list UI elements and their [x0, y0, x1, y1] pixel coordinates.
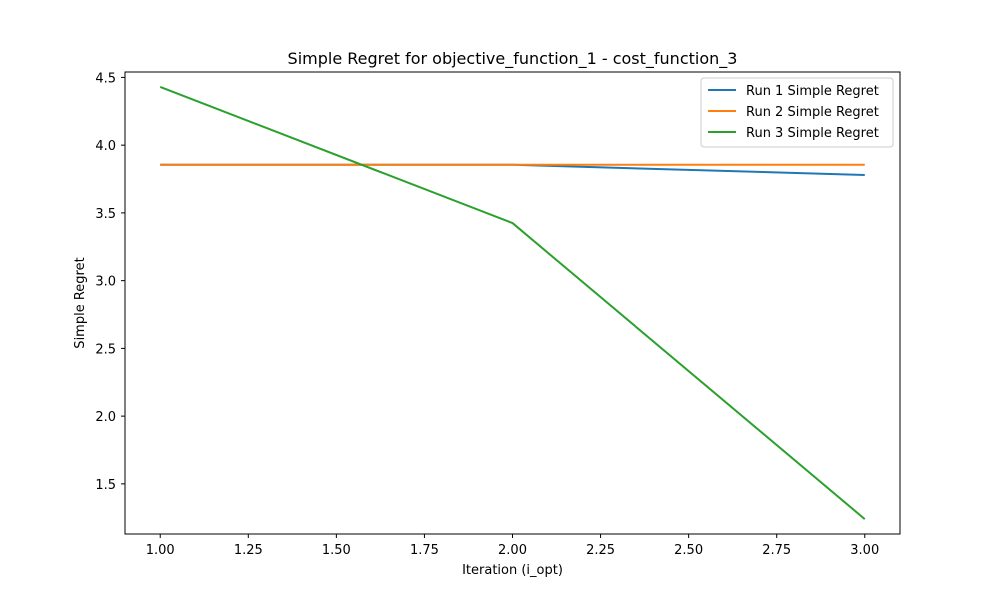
y-tick-label: 4.0	[95, 139, 116, 154]
y-tick-label: 3.5	[95, 207, 116, 222]
legend-label-run-1: Run 1 Simple Regret	[746, 84, 879, 99]
chart-title: Simple Regret for objective_function_1 -…	[288, 49, 738, 69]
y-tick-label: 4.5	[95, 71, 116, 86]
x-tick-label: 2.50	[674, 543, 703, 558]
y-axis-label: Simple Regret	[73, 257, 88, 348]
x-tick-label: 2.00	[498, 543, 527, 558]
x-tick-label: 3.00	[850, 543, 879, 558]
legend-label-run-3: Run 3 Simple Regret	[746, 126, 879, 141]
x-tick-label: 1.75	[410, 543, 439, 558]
series-line-run-1	[160, 163, 865, 176]
y-tick-label: 2.5	[95, 342, 116, 357]
x-tick-label: 2.75	[762, 543, 791, 558]
y-tick-label: 3.0	[95, 275, 116, 290]
x-tick-label: 1.50	[322, 543, 351, 558]
x-axis-ticks: 1.00 1.25 1.50 1.75 2.00 2.25 2.50 2.75 3.00	[146, 534, 879, 558]
y-tick-label: 2.0	[95, 410, 116, 425]
x-axis-label: Iteration (i_opt)	[462, 563, 563, 578]
y-axis-ticks: 1.5 2.0 2.5 3.0 3.5 4.0 4.5	[95, 71, 125, 493]
x-tick-label: 1.00	[146, 543, 175, 558]
series-layer	[159, 85, 866, 520]
legend: Run 1 Simple Regret Run 2 Simple Regret …	[700, 77, 894, 148]
y-tick-label: 1.5	[95, 478, 116, 493]
plot-area-frame	[124, 71, 901, 535]
legend-box	[700, 77, 894, 148]
legend-label-run-2: Run 2 Simple Regret	[746, 105, 879, 120]
series-line-run-3	[159, 85, 866, 520]
x-tick-label: 2.25	[586, 543, 615, 558]
x-tick-label: 1.25	[234, 543, 263, 558]
